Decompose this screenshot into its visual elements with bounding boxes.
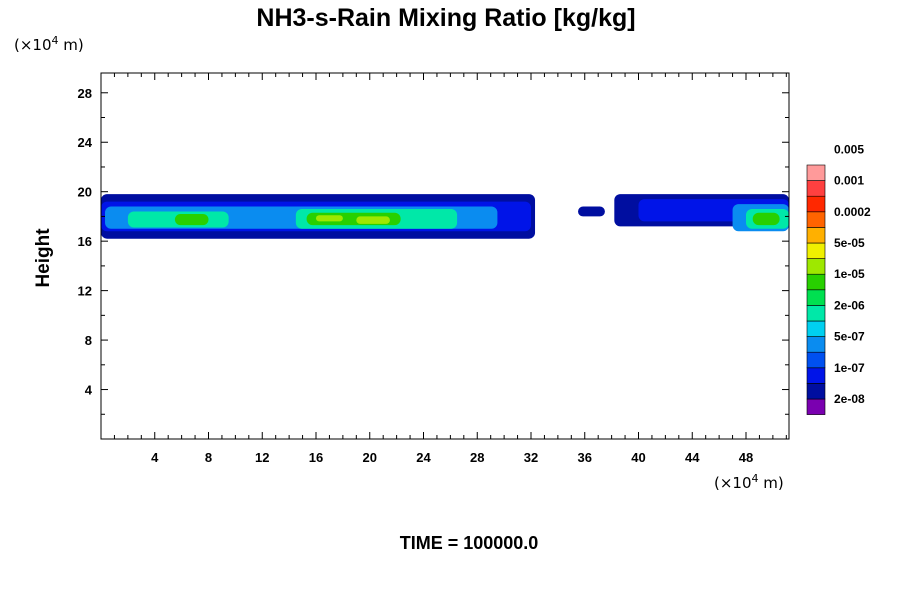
colorbar-label: 1e-05 [834, 267, 865, 281]
x-tick-label: 4 [151, 450, 159, 465]
colorbar-swatch [806, 383, 826, 400]
x-tick-label: 8 [205, 450, 212, 465]
colorbar-swatch [806, 305, 826, 322]
y-tick-label: 8 [85, 333, 92, 348]
x-tick-label: 36 [578, 450, 592, 465]
colorbar-swatch [806, 289, 826, 306]
colorbar-swatch [806, 258, 826, 275]
colorbar-label: 0.0002 [834, 205, 871, 219]
x-tick-label: 48 [739, 450, 753, 465]
colorbar-label: 2e-08 [834, 392, 865, 406]
y-axis-unit: (×104 m) [14, 34, 84, 54]
colorbar-swatch [806, 180, 826, 197]
x-tick-label: 16 [309, 450, 323, 465]
y-axis: 4 8 12 16 20 24 28 [78, 86, 789, 415]
y-tick-label: 20 [78, 185, 92, 200]
colorbar-swatch [806, 242, 826, 259]
x-tick-label: 24 [416, 450, 431, 465]
colorbar-swatch [806, 398, 826, 415]
data-band-5 [174, 213, 209, 226]
x-axis: 4 8 12 16 20 24 28 32 36 40 44 48 [113, 73, 787, 465]
y-tick-label: 12 [78, 284, 92, 299]
x-tick-label: 40 [631, 450, 645, 465]
x-axis-unit: (×104 m) [714, 472, 784, 492]
x-tick-label: 28 [470, 450, 484, 465]
colorbar-label: 0.001 [834, 174, 864, 188]
colorbar-swatch [806, 320, 826, 337]
colorbar-label: 5e-07 [834, 330, 865, 344]
data-band-7 [316, 215, 343, 222]
colorbar-swatch [806, 195, 826, 213]
data-band-8 [356, 216, 390, 224]
data-band-9 [578, 206, 605, 217]
plot-frame [100, 72, 790, 440]
colorbar-swatch [806, 273, 826, 291]
colorbar: 2e-08 1e-07 5e-07 2e-06 1e-05 5e-05 0.0002 0.00… [806, 142, 871, 415]
colorbar-swatch [806, 164, 826, 181]
colorbar-swatch [806, 211, 826, 228]
data-band-14 [752, 212, 780, 226]
colorbar-swatch [806, 336, 826, 353]
x-tick-label: 44 [685, 450, 700, 465]
y-axis-label: Height [33, 228, 54, 288]
y-tick-label: 4 [85, 383, 93, 398]
x-tick-label: 12 [255, 450, 269, 465]
colorbar-label: 1e-07 [834, 361, 865, 375]
colorbar-label: 2e-06 [834, 298, 865, 312]
colorbar-label: 0.005 [834, 142, 864, 156]
y-tick-label: 16 [78, 234, 92, 249]
y-tick-label: 24 [78, 135, 93, 150]
x-tick-label: 32 [524, 450, 538, 465]
chart-title: NH3-s-Rain Mixing Ratio [kg/kg] [256, 4, 635, 32]
plot-data [101, 194, 789, 239]
colorbar-swatch [806, 367, 826, 384]
colorbar-label: 5e-05 [834, 236, 865, 250]
y-tick-label: 28 [78, 86, 92, 101]
colorbar-swatch [806, 351, 826, 369]
colorbar-swatch [806, 227, 826, 244]
x-tick-label: 20 [363, 450, 377, 465]
time-label: TIME = 100000.0 [400, 533, 539, 553]
